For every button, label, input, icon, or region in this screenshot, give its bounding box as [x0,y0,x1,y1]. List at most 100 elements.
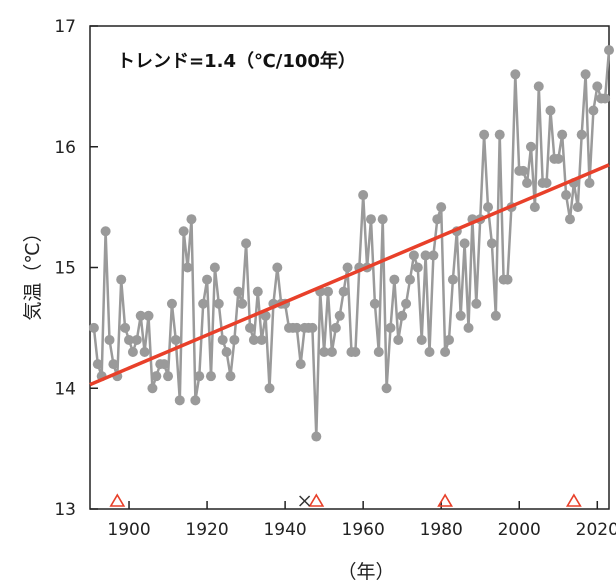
data-point [334,310,345,321]
y-tick-label: 14 [54,379,76,399]
data-point [494,129,505,140]
x-tick-label: 1980 [420,520,463,540]
data-point [323,286,334,297]
data-point [229,334,240,345]
data-point [369,298,380,309]
triangle-marker [308,493,325,507]
data-point [170,334,181,345]
data-point [108,359,119,370]
data-point [510,69,521,80]
data-point [217,334,228,345]
data-point [483,202,494,213]
data-point [584,177,595,188]
data-point [381,383,392,394]
data-point [182,262,193,273]
data-point [120,322,131,333]
x-tick-label: 1920 [185,520,228,540]
data-point [588,105,599,116]
data-point [252,286,263,297]
trend-line-group [89,163,610,387]
data-point [397,310,408,321]
data-point [127,347,138,358]
x-axis-ticks: 1900 1920 1940 1960 1980 2000 2020 [107,501,616,540]
data-point [198,298,209,309]
data-point [338,286,349,297]
data-point [557,129,568,140]
data-point [408,250,419,261]
data-point [518,165,529,176]
data-point [241,238,252,249]
data-point [163,371,174,382]
data-point [260,310,271,321]
data-point [561,190,572,201]
data-point [213,298,224,309]
data-point [233,286,244,297]
data-point [202,274,213,285]
data-point [580,69,591,80]
data-point [319,347,330,358]
data-point [440,347,451,358]
data-point [307,322,318,333]
y-axis-title: 気温（℃） [22,223,44,320]
trend-line [89,163,610,387]
y-tick-label: 13 [54,500,76,520]
data-point [600,93,611,104]
x-tick-label: 1940 [263,520,306,540]
data-point [237,298,248,309]
data-point [190,395,201,406]
data-point [459,238,470,249]
data-point [432,214,443,225]
x-tick-label: 2020 [576,520,616,540]
data-point [358,190,369,201]
y-tick-label: 17 [54,17,76,37]
data-point [365,214,376,225]
triangle-marker [437,493,454,507]
data-point [545,105,556,116]
data-point [151,371,162,382]
data-point [389,274,400,285]
data-point [420,250,431,261]
data-point [416,334,427,345]
data-point [404,274,415,285]
data-point [147,383,158,394]
data-point [124,334,135,345]
data-point [272,262,283,273]
y-tick-label: 15 [54,259,76,279]
data-point [463,322,474,333]
data-point [436,202,447,213]
data-point [486,238,497,249]
data-point [592,81,603,92]
event-markers [109,493,582,507]
data-point [385,322,396,333]
data-point [533,81,544,92]
data-point [479,129,490,140]
data-point [447,274,458,285]
data-point [393,334,404,345]
data-point [564,214,575,225]
data-point [248,334,259,345]
triangle-marker [109,493,126,507]
data-point [209,262,220,273]
x-axis-title: （年） [337,561,394,583]
data-point [186,214,197,225]
data-point [444,334,455,345]
data-point [178,226,189,237]
data-point [490,310,501,321]
y-tick-label: 16 [54,138,76,158]
data-point [295,359,306,370]
data-point [342,262,353,273]
data-point [159,359,170,370]
data-point [100,226,111,237]
y-axis-ticks: 13 14 15 16 17 [54,17,98,520]
data-point [326,347,337,358]
data-point [205,371,216,382]
data-point [92,359,103,370]
data-point [116,274,127,285]
data-point [221,347,232,358]
data-point [291,322,302,333]
data-point [576,129,587,140]
data-point [194,371,205,382]
data-point [131,334,142,345]
data-point [311,431,322,442]
